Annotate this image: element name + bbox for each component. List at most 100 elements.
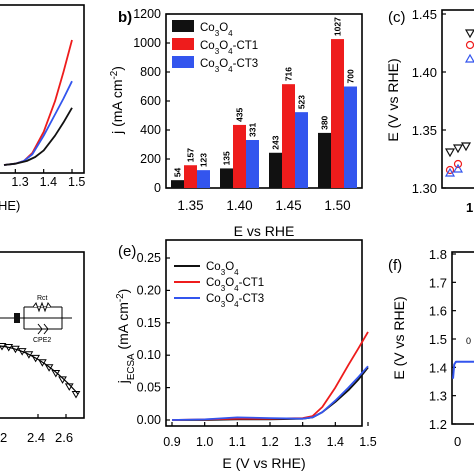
panel-d-resistor: [32, 301, 52, 313]
panel-d-xtick-label: 2.4: [27, 430, 45, 445]
panel-b-value-label: 700: [346, 69, 356, 83]
panel-d-marker: [51, 369, 61, 378]
panel-f-xtick-label: 0: [454, 434, 461, 449]
panel-d-xtick-label: 2.6: [55, 430, 73, 445]
panel-e-xtick-label: 1.3: [294, 435, 311, 449]
panel-e-series-ct3: [171, 365, 369, 421]
panel-e-xtick-label: 1.5: [359, 435, 376, 449]
panel-b-ytick-label: 1200: [133, 7, 161, 21]
panel-f-ylabel: E (V vs RHE): [391, 296, 407, 379]
panel-c-ytick-label: 1.35: [412, 123, 437, 138]
panel-e-legend-label: Co3O4: [206, 261, 239, 277]
panel-b-legend-label: Co3O4-CT1: [200, 40, 258, 56]
panel-c-marker: [445, 165, 455, 175]
panel-f-ytick-label: 1.8: [429, 247, 447, 262]
panel-d-marker: [11, 345, 20, 354]
panel-f-series-ct3: [452, 360, 474, 379]
panel-c-legend-marker: [464, 53, 474, 63]
panel-c-ytick-label: 1.40: [412, 65, 437, 80]
panel-b-value-label: 716: [284, 67, 294, 81]
panel-b-legend-swatch: [172, 20, 194, 32]
panel-c-marker: [460, 142, 472, 152]
panel-d-frame: [0, 251, 85, 419]
panel-b-value-label: 523: [297, 95, 307, 109]
panel-b-legend-label: Co3O4-CT3: [200, 58, 258, 74]
panel-d-circuit-node: [14, 313, 20, 323]
panel-d-marker: [58, 376, 67, 384]
panel-a-series-ct3: [3, 80, 73, 166]
panel-b-xlabel: E vs RHE: [234, 223, 295, 239]
panel-e-frame: [165, 239, 363, 427]
panel-d-marker: [31, 354, 41, 363]
panel-d-inset-label: Rct: [37, 295, 48, 302]
panel-e-series-co3o4: [172, 366, 369, 421]
panel-c-marker: [444, 148, 456, 158]
panel-d-cpe: [37, 323, 49, 335]
panel-a-xtick-label: 1.5: [68, 175, 85, 189]
panel-b-ytick-label: 400: [140, 123, 161, 137]
panel-f-frame: [451, 251, 474, 425]
panel-b-legend-label: Co3O4: [200, 22, 233, 38]
panel-d-marker: [44, 364, 54, 372]
panel-f-inline-fragment: 0: [466, 336, 471, 346]
panel-b-bar: [295, 112, 308, 188]
panel-e-legend-label: Co3O4-CT3: [206, 293, 264, 309]
panel-e-xtick-label: 0.9: [163, 435, 180, 449]
panel-b-ytick-label: 1000: [133, 36, 161, 50]
panel-a-xlabel: HE): [0, 198, 20, 213]
panel-b-ytick-label: 800: [140, 65, 161, 79]
panel-b-legend-swatch: [172, 56, 194, 68]
panel-a-series-co3o4: [3, 107, 73, 166]
panel-e-ytick-label: 0.25: [137, 251, 161, 265]
panel-d-fit-line: [0, 345, 79, 395]
panel-b-xtick-label: 1.45: [275, 198, 301, 213]
panel-c-ytick-label: 1.30: [412, 181, 437, 196]
panel-b-bar: [282, 84, 295, 188]
panel-f-ytick-label: 1.3: [429, 389, 447, 404]
panel-b-bar: [197, 170, 210, 188]
panel-c-marker: [444, 167, 456, 177]
panel-b-value-label: 243: [271, 135, 281, 149]
panel-e-xlabel: E (V vs RHE): [222, 455, 305, 471]
panel-e-xtick-label: 1.1: [229, 435, 246, 449]
panel-f-ytick-label: 1.2: [429, 417, 447, 432]
panel-b-bar: [171, 180, 184, 188]
panel-d-inset-label: CPE2: [33, 337, 51, 344]
panel-a-xtick-label: 1.4: [40, 175, 57, 189]
panel-d-xtick-label-partial: 2: [0, 430, 7, 445]
panel-b-ylabel: j (mA cm-2): [109, 66, 126, 135]
panel-b-ytick-label: 600: [140, 94, 161, 108]
panel-f-ytick-label: 1.5: [429, 332, 447, 347]
panel-b-xtick-label: 1.35: [177, 198, 203, 213]
panel-e-xtick-label: 1.2: [261, 435, 278, 449]
panel-a-xtick-label: 1.3: [11, 175, 28, 189]
panel-b-bar: [269, 152, 282, 188]
panel-f-ytick-label: 1.4: [429, 360, 447, 375]
panel-b-bar: [246, 140, 259, 188]
panel-e-xtick-label: 1.4: [327, 435, 344, 449]
panel-b-legend-swatch: [172, 38, 194, 50]
panel-d-marker: [64, 383, 74, 391]
panel-e-ytick-label: 0.20: [137, 283, 161, 297]
panel-c-marker: [452, 163, 464, 173]
panel-b-bar: [184, 165, 197, 188]
panel-c-xtick-label: 1: [466, 200, 473, 215]
panel-b-value-label: 157: [186, 148, 196, 162]
panel-e-xtick-label: 1.0: [196, 435, 213, 449]
panel-c-label: (c): [388, 9, 406, 26]
panel-b-bar: [233, 124, 246, 188]
panel-d-marker: [37, 359, 47, 367]
panel-e-ytick-label: 0.00: [137, 413, 161, 427]
panel-c-legend-marker: [465, 40, 474, 50]
panel-b-value-label: 1027: [333, 17, 343, 36]
panel-d-marker: [17, 348, 27, 356]
panel-a-frame: [0, 4, 85, 174]
panel-e-ylabel: jECSA (mA cm-2): [115, 289, 137, 385]
panel-d-marker: [71, 391, 81, 399]
panel-b-ytick-label: 200: [140, 152, 161, 166]
panel-b-xtick-label: 1.40: [226, 198, 252, 213]
panel-d-marker: [0, 343, 7, 351]
panel-b-value-label: 123: [199, 153, 209, 167]
panel-b-value-label: 135: [222, 151, 232, 165]
